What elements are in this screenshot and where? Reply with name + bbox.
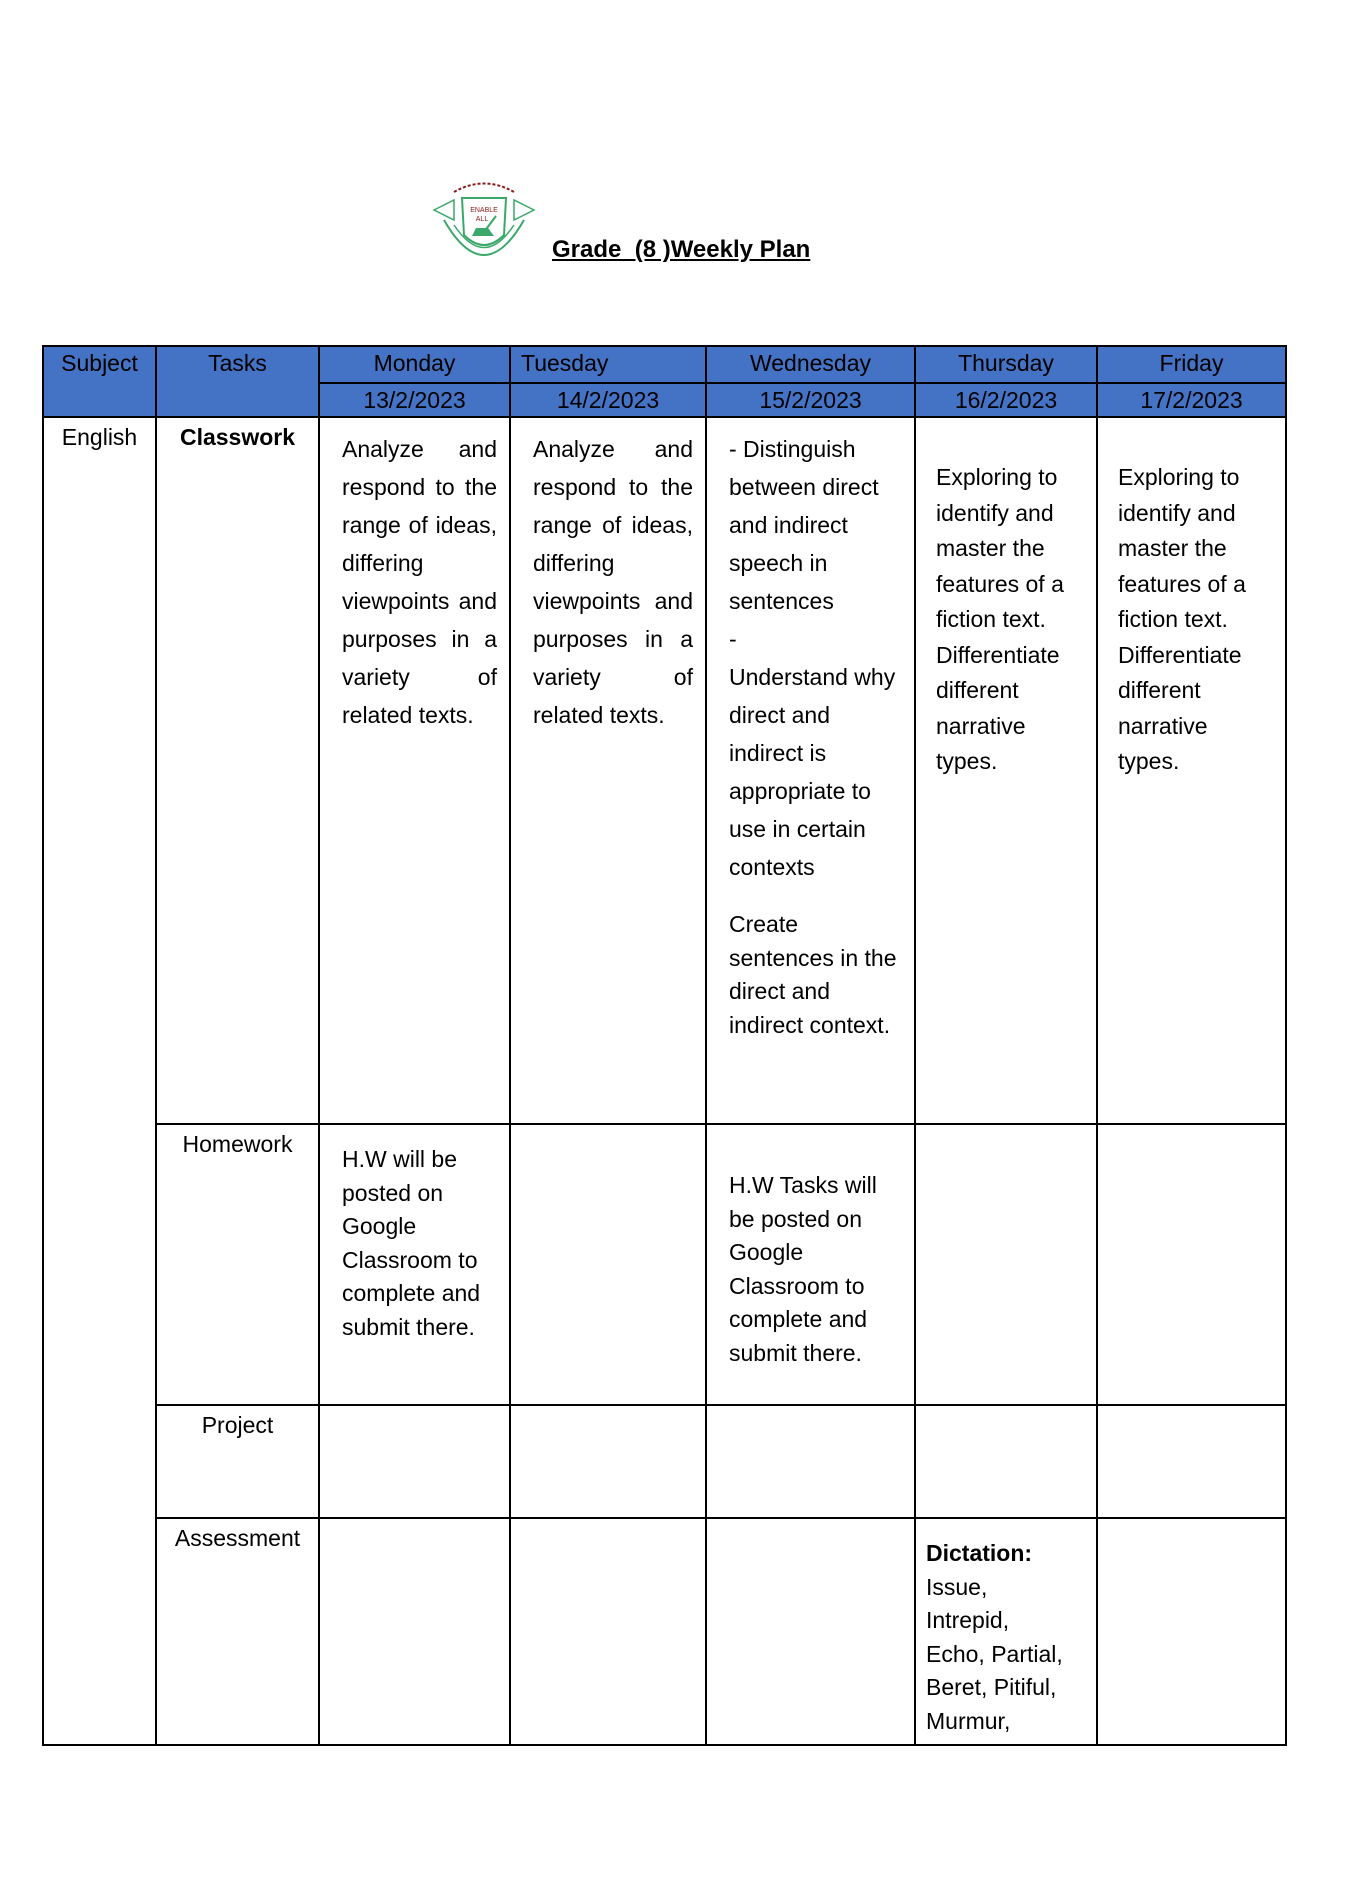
wednesday-objectives: - Distinguish between direct and indirec… [729,436,896,880]
dictation-words: Issue, Intrepid, Echo, Partial, Beret, P… [926,1573,1063,1734]
date-monday: 13/2/2023 [318,382,511,418]
school-logo: ENABLE ALL [432,182,536,256]
project-wednesday [705,1404,916,1519]
homework-friday [1096,1123,1287,1406]
classwork-monday: Analyze and respond to the range of idea… [318,416,511,1125]
classwork-friday: Exploring to identify and master the fea… [1096,416,1287,1125]
subject-cell: English [42,416,157,1746]
dictation-heading: Dictation: [926,1540,1033,1566]
date-thursday: 16/2/2023 [914,382,1098,418]
classwork-wednesday: - Distinguish between direct and indirec… [705,416,916,1125]
assessment-friday [1096,1517,1287,1746]
header-tuesday: Tuesday [509,345,707,384]
svg-text:ENABLE: ENABLE [470,207,498,214]
homework-monday: H.W will be posted on Google Classroom t… [318,1123,511,1406]
date-friday: 17/2/2023 [1096,382,1287,418]
classwork-thursday: Exploring to identify and master the fea… [914,416,1098,1125]
project-thursday [914,1404,1098,1519]
weekly-plan-table: Subject Tasks Monday Tuesday Wednesday T… [42,345,1287,1746]
header-friday: Friday [1096,345,1287,384]
date-wednesday: 15/2/2023 [705,382,916,418]
project-friday [1096,1404,1287,1519]
task-project: Project [155,1404,320,1519]
svg-text:ALL: ALL [476,216,489,223]
header-tasks: Tasks [155,345,320,418]
header-wednesday: Wednesday [705,345,916,384]
header-thursday: Thursday [914,345,1098,384]
date-tuesday: 14/2/2023 [509,382,707,418]
assessment-thursday: Dictation: Issue, Intrepid, Echo, Partial… [914,1517,1098,1746]
wednesday-activity: Create sentences in the direct and indir… [729,911,897,1038]
homework-tuesday [509,1123,707,1406]
task-homework: Homework [155,1123,320,1406]
page-title: Grade (8 )Weekly Plan [552,236,811,263]
homework-thursday [914,1123,1098,1406]
assessment-monday [318,1517,511,1746]
project-tuesday [509,1404,707,1519]
assessment-tuesday [509,1517,707,1746]
header-monday: Monday [318,345,511,384]
assessment-wednesday [705,1517,916,1746]
header-subject: Subject [42,345,157,418]
project-monday [318,1404,511,1519]
task-assessment: Assessment [155,1517,320,1746]
task-classwork: Classwork [155,416,320,1125]
classwork-tuesday: Analyze and respond to the range of idea… [509,416,707,1125]
homework-wednesday: H.W Tasks will be posted on Google Class… [705,1123,916,1406]
